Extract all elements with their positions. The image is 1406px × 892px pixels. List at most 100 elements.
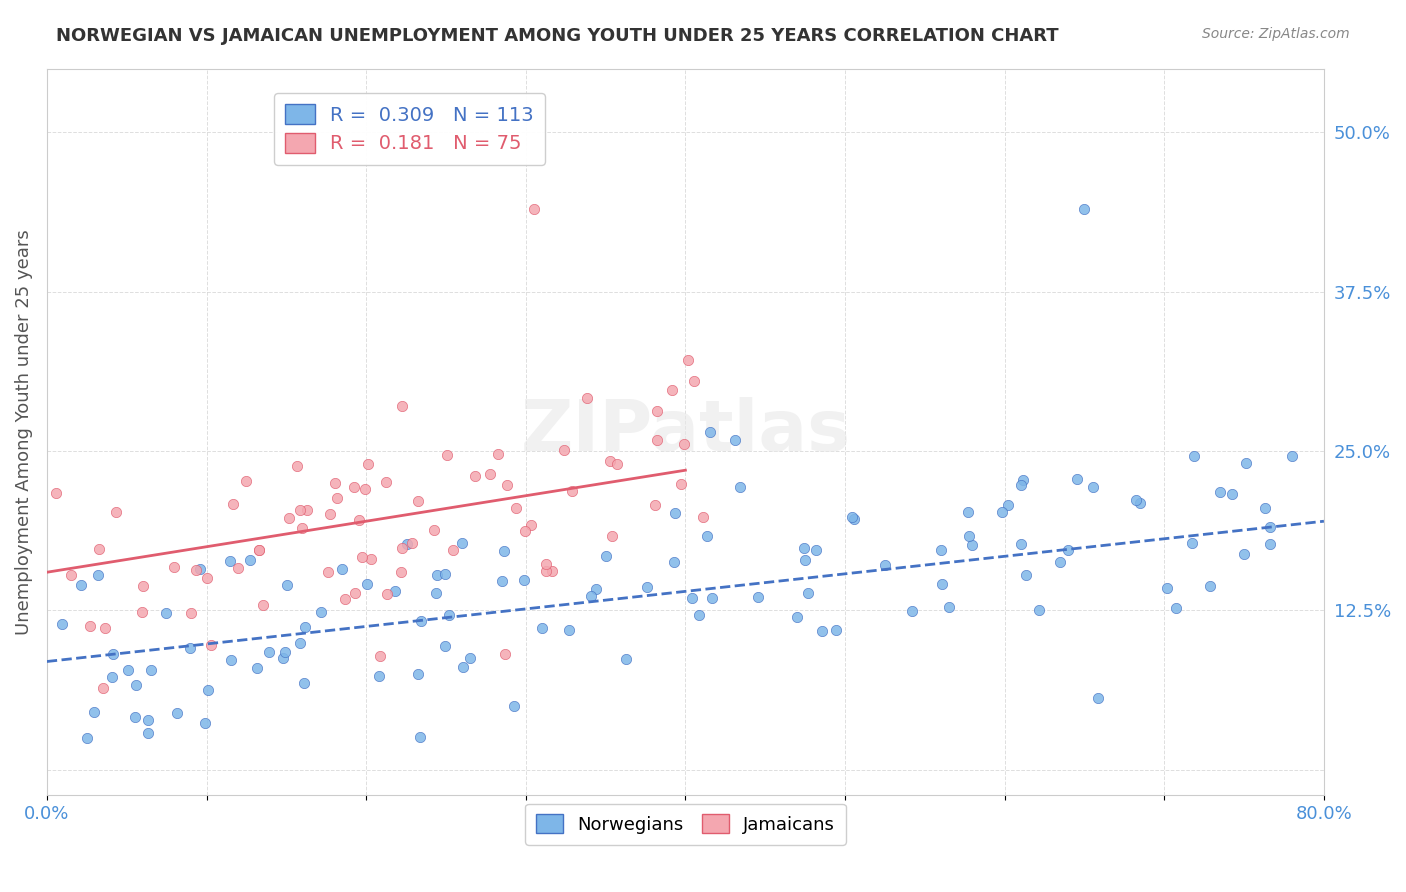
Point: [409, 730, 432, 744]
Point: [290, 503, 312, 517]
Point: [530, 621, 553, 635]
Point: [51, 617, 73, 632]
Point: [496, 478, 519, 492]
Point: [464, 468, 486, 483]
Point: [297, 503, 319, 517]
Point: [451, 659, 474, 673]
Point: [395, 537, 418, 551]
Point: [1258, 519, 1281, 533]
Point: [842, 512, 865, 526]
Point: [257, 645, 280, 659]
Point: [1028, 602, 1050, 616]
Point: [437, 607, 460, 622]
Point: [406, 494, 429, 508]
Text: ZIPatlas: ZIPatlas: [520, 398, 851, 467]
Point: [131, 605, 153, 619]
Y-axis label: Unemployment Among Youth under 25 years: Unemployment Among Youth under 25 years: [15, 229, 32, 635]
Point: [534, 564, 557, 578]
Point: [513, 574, 536, 588]
Point: [136, 713, 159, 727]
Point: [318, 565, 340, 579]
Point: [163, 560, 186, 574]
Point: [357, 457, 380, 471]
Point: [290, 521, 312, 535]
Point: [271, 651, 294, 665]
Point: [458, 651, 481, 665]
Point: [194, 715, 217, 730]
Point: [45, 486, 67, 500]
Point: [541, 564, 564, 578]
Point: [636, 580, 658, 594]
Point: [505, 500, 527, 515]
Point: [273, 645, 295, 659]
Point: [433, 566, 456, 581]
Point: [222, 497, 245, 511]
Point: [997, 499, 1019, 513]
Point: [1209, 484, 1232, 499]
Point: [166, 706, 188, 721]
Point: [1049, 555, 1071, 569]
Point: [136, 726, 159, 740]
Point: [124, 710, 146, 724]
Point: [290, 636, 312, 650]
Point: [688, 607, 710, 622]
Point: [434, 639, 457, 653]
Point: [235, 474, 257, 488]
Point: [356, 577, 378, 591]
Point: [614, 652, 637, 666]
Point: [409, 615, 432, 629]
Point: [599, 453, 621, 467]
Point: [606, 457, 628, 471]
Point: [1234, 456, 1257, 470]
Point: [585, 582, 607, 596]
Point: [441, 542, 464, 557]
Point: [479, 467, 502, 481]
Point: [1199, 579, 1222, 593]
Point: [1011, 473, 1033, 487]
Point: [957, 505, 980, 519]
Point: [600, 528, 623, 542]
Point: [595, 549, 617, 563]
Point: [218, 554, 240, 568]
Point: [391, 541, 413, 555]
Point: [553, 442, 575, 457]
Point: [793, 541, 815, 555]
Point: [486, 448, 509, 462]
Point: [247, 542, 270, 557]
Point: [239, 553, 262, 567]
Point: [1181, 536, 1204, 550]
Point: [696, 529, 718, 543]
Point: [699, 425, 721, 439]
Point: [724, 434, 747, 448]
Point: [931, 577, 953, 591]
Point: [188, 561, 211, 575]
Point: [285, 458, 308, 473]
Point: [87, 542, 110, 557]
Point: [389, 565, 412, 579]
Point: [375, 475, 398, 489]
Point: [1066, 471, 1088, 485]
Point: [246, 661, 269, 675]
Point: [423, 524, 446, 538]
Point: [197, 682, 219, 697]
Point: [1083, 480, 1105, 494]
Point: [249, 543, 271, 558]
Point: [536, 558, 558, 572]
Point: [661, 383, 683, 397]
Point: [1125, 492, 1147, 507]
Point: [513, 524, 536, 538]
Point: [1015, 568, 1038, 582]
Point: [520, 517, 543, 532]
Point: [87, 568, 110, 582]
Point: [1010, 478, 1032, 492]
Point: [425, 586, 447, 600]
Point: [1220, 487, 1243, 501]
Point: [645, 404, 668, 418]
Point: [990, 505, 1012, 519]
Point: [960, 538, 983, 552]
Point: [200, 638, 222, 652]
Point: [673, 437, 696, 451]
Point: [1166, 600, 1188, 615]
Point: [644, 499, 666, 513]
Point: [94, 621, 117, 635]
